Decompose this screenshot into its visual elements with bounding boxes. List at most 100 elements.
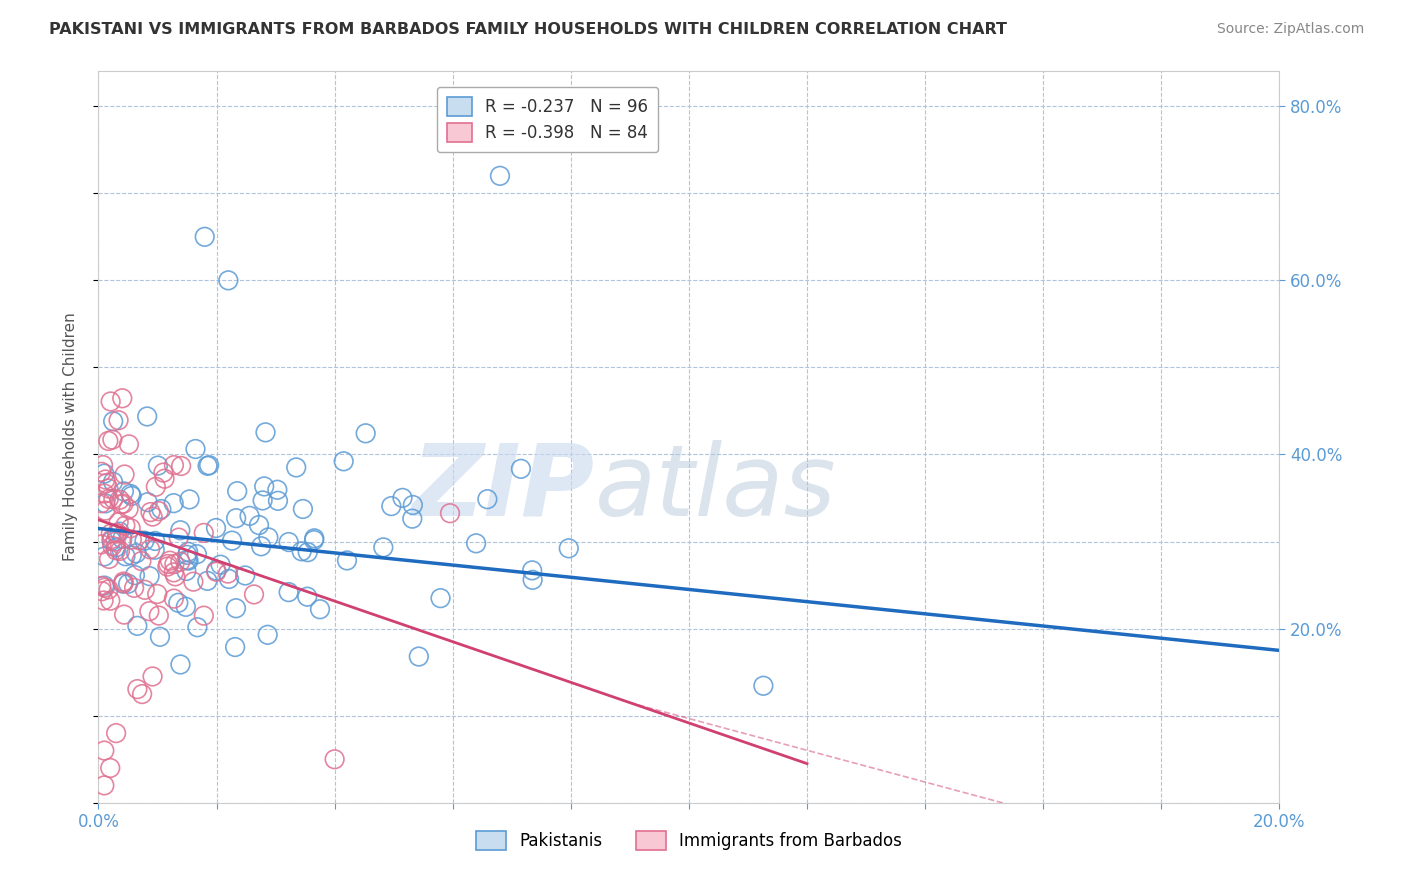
Point (112, 574, 135, 589)
Point (253, 479, 276, 493)
Point (90, 537, 112, 551)
Point (257, 530, 280, 544)
Point (134, 533, 156, 548)
Point (136, 409, 159, 424)
Point (108, 524, 131, 539)
Point (225, 511, 247, 525)
Point (522, 573, 544, 587)
Point (142, 509, 165, 524)
Point (146, 458, 169, 473)
Point (103, 491, 125, 506)
Point (477, 492, 499, 507)
Point (217, 273, 239, 287)
Point (153, 472, 176, 486)
Point (108, 492, 131, 507)
Point (131, 554, 153, 568)
Point (176, 564, 198, 578)
Point (291, 502, 314, 516)
Point (184, 442, 207, 456)
Point (139, 505, 162, 519)
Point (297, 590, 319, 604)
Point (176, 548, 198, 562)
Point (117, 576, 139, 591)
Point (205, 565, 228, 579)
Point (128, 533, 150, 548)
Point (167, 531, 190, 545)
Point (285, 460, 308, 475)
Point (391, 491, 413, 505)
Point (104, 543, 127, 558)
Point (277, 535, 299, 549)
Point (256, 628, 278, 642)
Point (373, 541, 395, 555)
Point (336, 553, 359, 567)
Point (143, 533, 166, 548)
Point (125, 546, 148, 560)
Point (380, 499, 402, 513)
Point (105, 526, 128, 541)
Point (402, 498, 425, 512)
Point (100, 533, 122, 548)
Point (97, 434, 120, 448)
Point (408, 649, 430, 664)
Point (111, 391, 134, 405)
Point (558, 541, 581, 556)
Point (114, 518, 136, 533)
Text: ZIP: ZIP (412, 440, 595, 537)
Point (134, 582, 156, 597)
Point (145, 480, 167, 494)
Point (243, 587, 266, 601)
Point (97, 482, 120, 496)
Point (120, 487, 142, 501)
Point (159, 554, 181, 568)
Point (138, 569, 160, 583)
Y-axis label: Family Households with Children: Family Households with Children (63, 313, 77, 561)
Point (98, 552, 121, 566)
Point (266, 483, 288, 497)
Point (98, 593, 121, 607)
Point (193, 525, 215, 540)
Point (94, 503, 117, 517)
Point (226, 484, 249, 499)
Point (225, 601, 247, 615)
Point (105, 726, 128, 740)
Point (247, 518, 270, 533)
Point (104, 541, 127, 555)
Point (439, 506, 461, 520)
Point (309, 602, 332, 616)
Point (114, 467, 136, 482)
Point (224, 640, 246, 654)
Point (195, 574, 218, 588)
Point (91, 458, 114, 472)
Point (94, 496, 117, 510)
Point (193, 608, 215, 623)
Point (112, 576, 135, 591)
Point (93, 593, 115, 607)
Point (142, 669, 165, 683)
Point (112, 497, 135, 511)
Text: Source: ZipAtlas.com: Source: ZipAtlas.com (1216, 22, 1364, 37)
Point (124, 568, 146, 582)
Point (94, 473, 117, 487)
Point (146, 587, 169, 601)
Point (163, 591, 186, 606)
Point (96, 476, 118, 491)
Point (297, 545, 319, 559)
Point (429, 591, 451, 606)
Point (252, 493, 274, 508)
Point (205, 521, 228, 535)
Point (111, 576, 134, 591)
Point (174, 599, 197, 614)
Point (93, 578, 115, 592)
Point (302, 533, 325, 548)
Point (163, 566, 186, 580)
Point (98, 761, 121, 775)
Text: atlas: atlas (595, 440, 837, 537)
Point (509, 462, 531, 476)
Point (143, 542, 166, 557)
Point (105, 526, 128, 541)
Point (186, 547, 208, 561)
Point (267, 493, 290, 508)
Point (183, 574, 205, 589)
Point (121, 489, 143, 503)
